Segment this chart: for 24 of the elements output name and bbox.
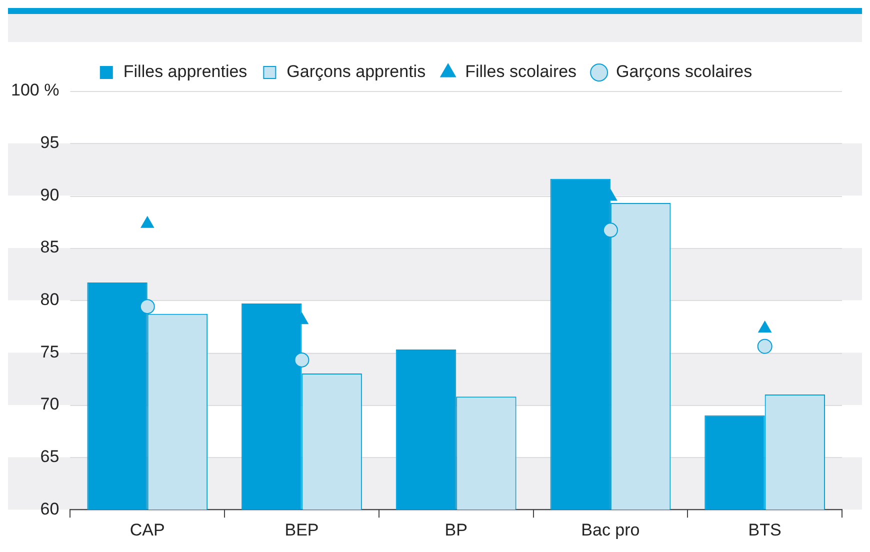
x-tick-label: Bac pro	[581, 520, 640, 540]
y-tick-label: 85	[40, 238, 60, 257]
point	[294, 352, 310, 368]
legend-label: Filles apprenties	[123, 62, 248, 82]
point	[140, 216, 154, 228]
y-tick-label: 90	[40, 185, 60, 204]
point	[140, 299, 155, 314]
legend-label: Filles scolaires	[465, 62, 577, 82]
point	[757, 338, 772, 354]
y-tick-label: 100 %	[11, 80, 60, 100]
x-tick-label: BEP	[284, 520, 319, 540]
y-tick-label: 65	[40, 446, 60, 466]
y-tick-label: 60	[40, 499, 60, 518]
y-tick-label: 95	[40, 133, 60, 152]
y-tick-label: 75	[40, 342, 60, 362]
point	[758, 321, 772, 333]
x-tick-label: BTS	[748, 520, 782, 540]
legend-label: Garçons apprentis	[286, 62, 426, 82]
point	[602, 222, 618, 238]
y-tick-label: 80	[40, 290, 60, 309]
legend-label: Garçons scolaires	[616, 62, 752, 82]
x-tick-label: BP	[444, 520, 468, 540]
x-tick-label: CAP	[130, 520, 165, 540]
y-tick-label: 70	[40, 394, 60, 414]
